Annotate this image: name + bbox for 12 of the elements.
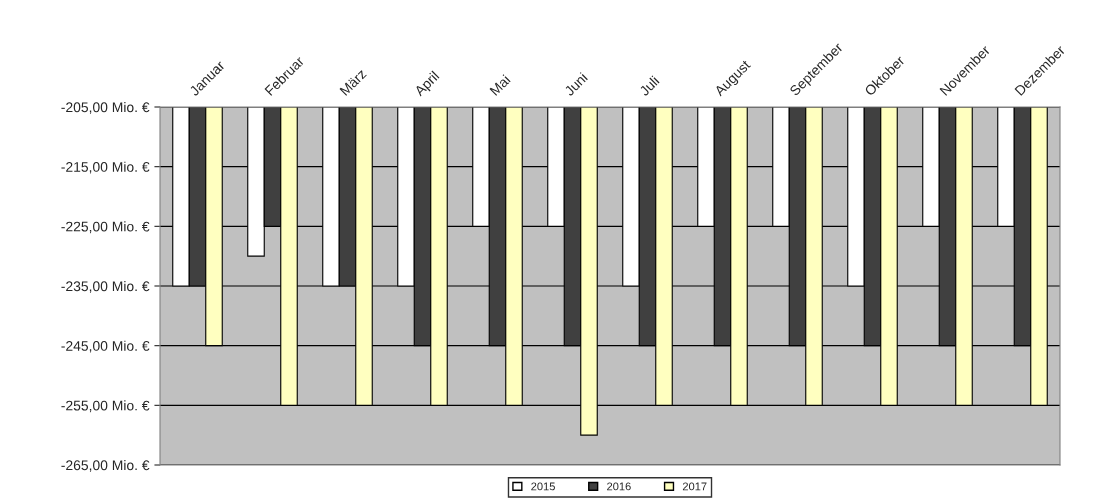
y-tick-label: -255,00 Mio. € xyxy=(61,400,150,413)
x-tick-label: Mai xyxy=(489,74,511,96)
y-tick-label: -235,00 Mio. € xyxy=(61,280,150,293)
y-tick-label: -215,00 Mio. € xyxy=(61,161,150,174)
legend-label: 2017 xyxy=(682,482,707,491)
y-tick-label: -205,00 Mio. € xyxy=(61,101,150,114)
y-tick-label: -245,00 Mio. € xyxy=(61,340,150,353)
legend-label: 2016 xyxy=(607,482,631,491)
y-tick-label: -225,00 Mio. € xyxy=(61,221,150,234)
legend-label: 2015 xyxy=(531,482,555,491)
x-tick-label: Juli xyxy=(638,75,660,97)
y-tick-label: -265,00 Mio. € xyxy=(61,459,150,472)
